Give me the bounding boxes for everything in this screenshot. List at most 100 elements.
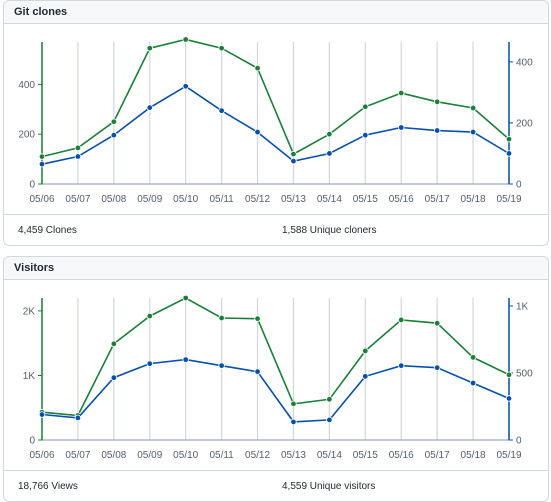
unique-data-point xyxy=(398,362,405,369)
x-axis-tick-label: 05/19 xyxy=(496,194,521,205)
total-data-point xyxy=(433,319,441,327)
total-data-point xyxy=(433,98,441,105)
unique-data-point xyxy=(38,411,46,418)
total-data-point xyxy=(398,89,405,97)
x-axis-tick-label: 05/07 xyxy=(65,194,90,205)
unique-data-point xyxy=(254,128,261,136)
total-data-point xyxy=(469,354,477,361)
total-data-point xyxy=(110,340,118,348)
unique-series-line xyxy=(41,85,510,165)
right-axis-tick-label: 1K xyxy=(516,302,529,313)
right-axis-tick-label: 200 xyxy=(516,118,533,129)
unique-data-point xyxy=(146,104,153,111)
x-axis-tick-label: 05/13 xyxy=(281,194,306,205)
unique-data-point xyxy=(433,127,441,134)
x-axis-tick-label: 05/10 xyxy=(173,450,198,461)
unique-data-point xyxy=(218,362,225,369)
x-axis-tick-label: 05/11 xyxy=(209,194,234,205)
unique-data-point xyxy=(38,160,46,168)
git-clones-chart: 0 200 400 0 200 400 05/06 05/07 05/08 05/09 05/10 0… xyxy=(4,24,548,214)
unique-data-point xyxy=(326,150,333,157)
unique-data-point xyxy=(469,128,477,136)
views-count: 18,766 Views xyxy=(18,480,78,492)
x-axis-tick-label: 05/06 xyxy=(29,194,54,205)
git-clones-panel: Git clones 0 200 400 0 200 400 05/06 05/07 05/08… xyxy=(3,0,549,246)
total-data-point xyxy=(362,347,369,355)
total-data-point xyxy=(74,144,82,152)
x-axis-tick-label: 05/09 xyxy=(137,194,162,205)
x-axis-tick-label: 05/08 xyxy=(101,194,126,205)
unique-data-point xyxy=(362,373,369,380)
unique-series-line xyxy=(41,358,510,423)
unique-data-point xyxy=(505,150,513,157)
x-axis-tick-label: 05/10 xyxy=(173,194,198,205)
x-axis-tick-label: 05/18 xyxy=(461,450,486,461)
visitors-chart-svg: 0 1K 2K 0 500 1K 05/06 05/07 05/08 05/09 05/10 05/1… xyxy=(23,294,533,461)
x-axis-tick-label: 05/13 xyxy=(281,450,306,461)
total-data-point xyxy=(146,312,153,320)
unique-data-point xyxy=(182,356,189,363)
total-series-line xyxy=(41,38,510,158)
left-axis-tick-label: 1K xyxy=(23,371,36,382)
x-axis-tick-label: 05/17 xyxy=(425,450,450,461)
total-data-point xyxy=(182,36,189,43)
unique-data-point xyxy=(110,131,118,139)
total-data-point xyxy=(182,294,189,302)
unique-data-point xyxy=(290,157,297,165)
x-axis-tick-label: 05/15 xyxy=(353,450,378,461)
total-data-point xyxy=(326,396,333,403)
total-data-point xyxy=(290,150,297,158)
unique-data-point xyxy=(146,360,153,367)
total-data-point xyxy=(505,371,513,379)
x-axis-tick-label: 05/16 xyxy=(389,450,414,461)
x-axis-tick-label: 05/06 xyxy=(29,450,54,461)
total-data-point xyxy=(398,316,405,324)
visitors-panel: Visitors 0 1K 2K 0 500 1K 05/06 05/07 05/08 05/09… xyxy=(3,256,549,502)
left-axis-tick-label: 0 xyxy=(29,436,35,447)
right-axis-tick-label: 0 xyxy=(516,180,522,191)
x-axis-tick-label: 05/14 xyxy=(317,450,342,461)
unique-data-point xyxy=(218,107,225,114)
total-data-point xyxy=(218,314,225,322)
total-series-line xyxy=(41,297,510,417)
left-axis-tick-label: 0 xyxy=(29,180,35,191)
unique-data-point xyxy=(254,368,261,375)
panel-title: Visitors xyxy=(4,257,548,280)
total-data-point xyxy=(218,45,225,52)
total-data-point xyxy=(38,153,46,160)
panel-footer: 18,766 Views 4,559 Unique visitors xyxy=(4,470,548,501)
x-axis-tick-label: 05/14 xyxy=(317,194,342,205)
right-axis-tick-label: 0 xyxy=(516,436,522,447)
x-axis-tick-label: 05/07 xyxy=(65,450,90,461)
x-axis-tick-label: 05/18 xyxy=(461,194,486,205)
unique-cloners-count: 1,588 Unique cloners xyxy=(282,224,377,236)
x-axis-tick-label: 05/12 xyxy=(245,194,270,205)
panel-footer: 4,459 Clones 1,588 Unique cloners xyxy=(4,214,548,245)
unique-data-point xyxy=(110,374,118,381)
left-axis-tick-label: 2K xyxy=(23,306,36,317)
total-data-point xyxy=(146,45,153,52)
unique-data-point xyxy=(326,416,333,424)
total-data-point xyxy=(110,118,118,125)
total-data-point xyxy=(505,135,513,143)
unique-visitors-count: 4,559 Unique visitors xyxy=(282,480,376,492)
x-axis-tick-label: 05/15 xyxy=(353,194,378,205)
unique-data-point xyxy=(469,379,477,387)
x-axis-tick-label: 05/12 xyxy=(245,450,270,461)
x-axis-tick-label: 05/16 xyxy=(389,194,414,205)
x-axis-tick-label: 05/09 xyxy=(137,450,162,461)
unique-data-point xyxy=(398,124,405,131)
total-data-point xyxy=(290,400,297,408)
unique-data-point xyxy=(290,418,297,426)
x-axis-tick-label: 05/08 xyxy=(101,450,126,461)
x-axis-tick-label: 05/11 xyxy=(209,450,234,461)
total-data-point xyxy=(254,315,261,322)
panel-title: Git clones xyxy=(4,1,548,24)
right-axis-tick-label: 400 xyxy=(516,57,533,68)
left-axis-tick-label: 400 xyxy=(18,80,35,91)
clones-count: 4,459 Clones xyxy=(18,224,77,236)
unique-data-point xyxy=(74,414,82,422)
left-axis-tick-label: 200 xyxy=(18,130,35,141)
unique-data-point xyxy=(182,83,189,90)
total-data-point xyxy=(469,104,477,112)
